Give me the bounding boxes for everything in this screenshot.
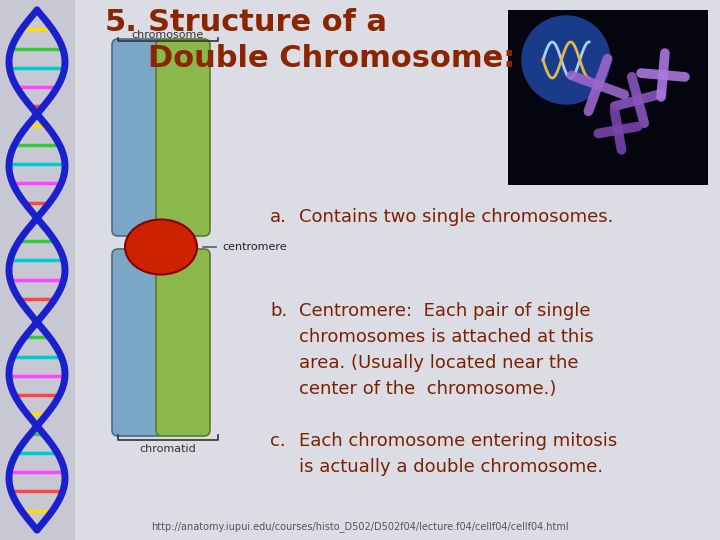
Text: chromosome: chromosome bbox=[132, 30, 204, 40]
Text: c.: c. bbox=[270, 432, 286, 450]
FancyBboxPatch shape bbox=[112, 39, 164, 236]
FancyBboxPatch shape bbox=[112, 249, 164, 436]
Bar bbox=[0, 0, 75, 540]
Text: Each chromosome entering mitosis
is actually a double chromosome.: Each chromosome entering mitosis is actu… bbox=[299, 432, 617, 476]
Bar bbox=[508, 10, 708, 185]
Text: http://anatomy.iupui.edu/courses/histo_D502/D502f04/lecture.f04/cellf04/cellf04.: http://anatomy.iupui.edu/courses/histo_D… bbox=[151, 521, 569, 532]
Text: chromatid: chromatid bbox=[140, 444, 197, 454]
FancyBboxPatch shape bbox=[156, 249, 210, 436]
Text: 5.: 5. bbox=[105, 8, 138, 37]
Text: Structure of a
Double Chromosome:: Structure of a Double Chromosome: bbox=[148, 8, 516, 73]
Text: b.: b. bbox=[270, 302, 287, 320]
FancyBboxPatch shape bbox=[156, 39, 210, 236]
Ellipse shape bbox=[125, 219, 197, 274]
Circle shape bbox=[522, 16, 610, 104]
Text: Centromere:  Each pair of single
chromosomes is attached at this
area. (Usually : Centromere: Each pair of single chromoso… bbox=[299, 302, 593, 397]
Text: Contains two single chromosomes.: Contains two single chromosomes. bbox=[299, 208, 613, 226]
Text: centromere: centromere bbox=[203, 242, 287, 252]
Text: a.: a. bbox=[270, 208, 287, 226]
